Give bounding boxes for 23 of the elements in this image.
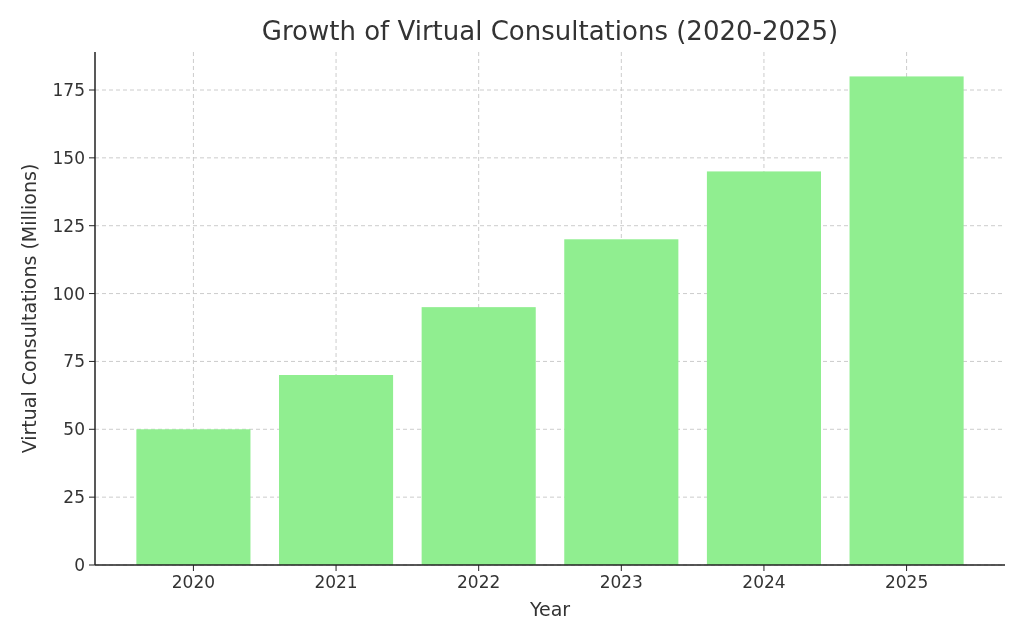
x-tick-label: 2022	[457, 572, 501, 592]
x-tick-label: 2020	[171, 572, 216, 592]
bar	[279, 375, 394, 565]
y-tick-label: 150	[52, 147, 85, 168]
x-tick-label: 2025	[884, 572, 929, 592]
x-tick-label: 2024	[742, 572, 786, 592]
chart-title: Growth of Virtual Consultations (2020-2025)	[261, 16, 839, 46]
y-tick-label: 0	[74, 554, 85, 575]
x-axis-title: Year	[528, 598, 571, 620]
x-tick-label: 2021	[314, 572, 358, 592]
y-axis-title: Virtual Consultations (Millions)	[18, 163, 40, 454]
y-tick-label: 50	[63, 419, 85, 440]
y-tick-label: 25	[63, 487, 85, 508]
x-tick-label: 2023	[599, 572, 643, 592]
bar	[564, 239, 679, 565]
bar	[849, 76, 964, 565]
y-tick-label: 125	[52, 215, 85, 236]
bar	[136, 429, 251, 565]
y-tick-label: 175	[52, 79, 85, 100]
bar	[421, 307, 536, 565]
y-tick-label: 75	[63, 351, 85, 372]
y-tick-label: 100	[52, 283, 85, 304]
bar	[706, 171, 821, 565]
